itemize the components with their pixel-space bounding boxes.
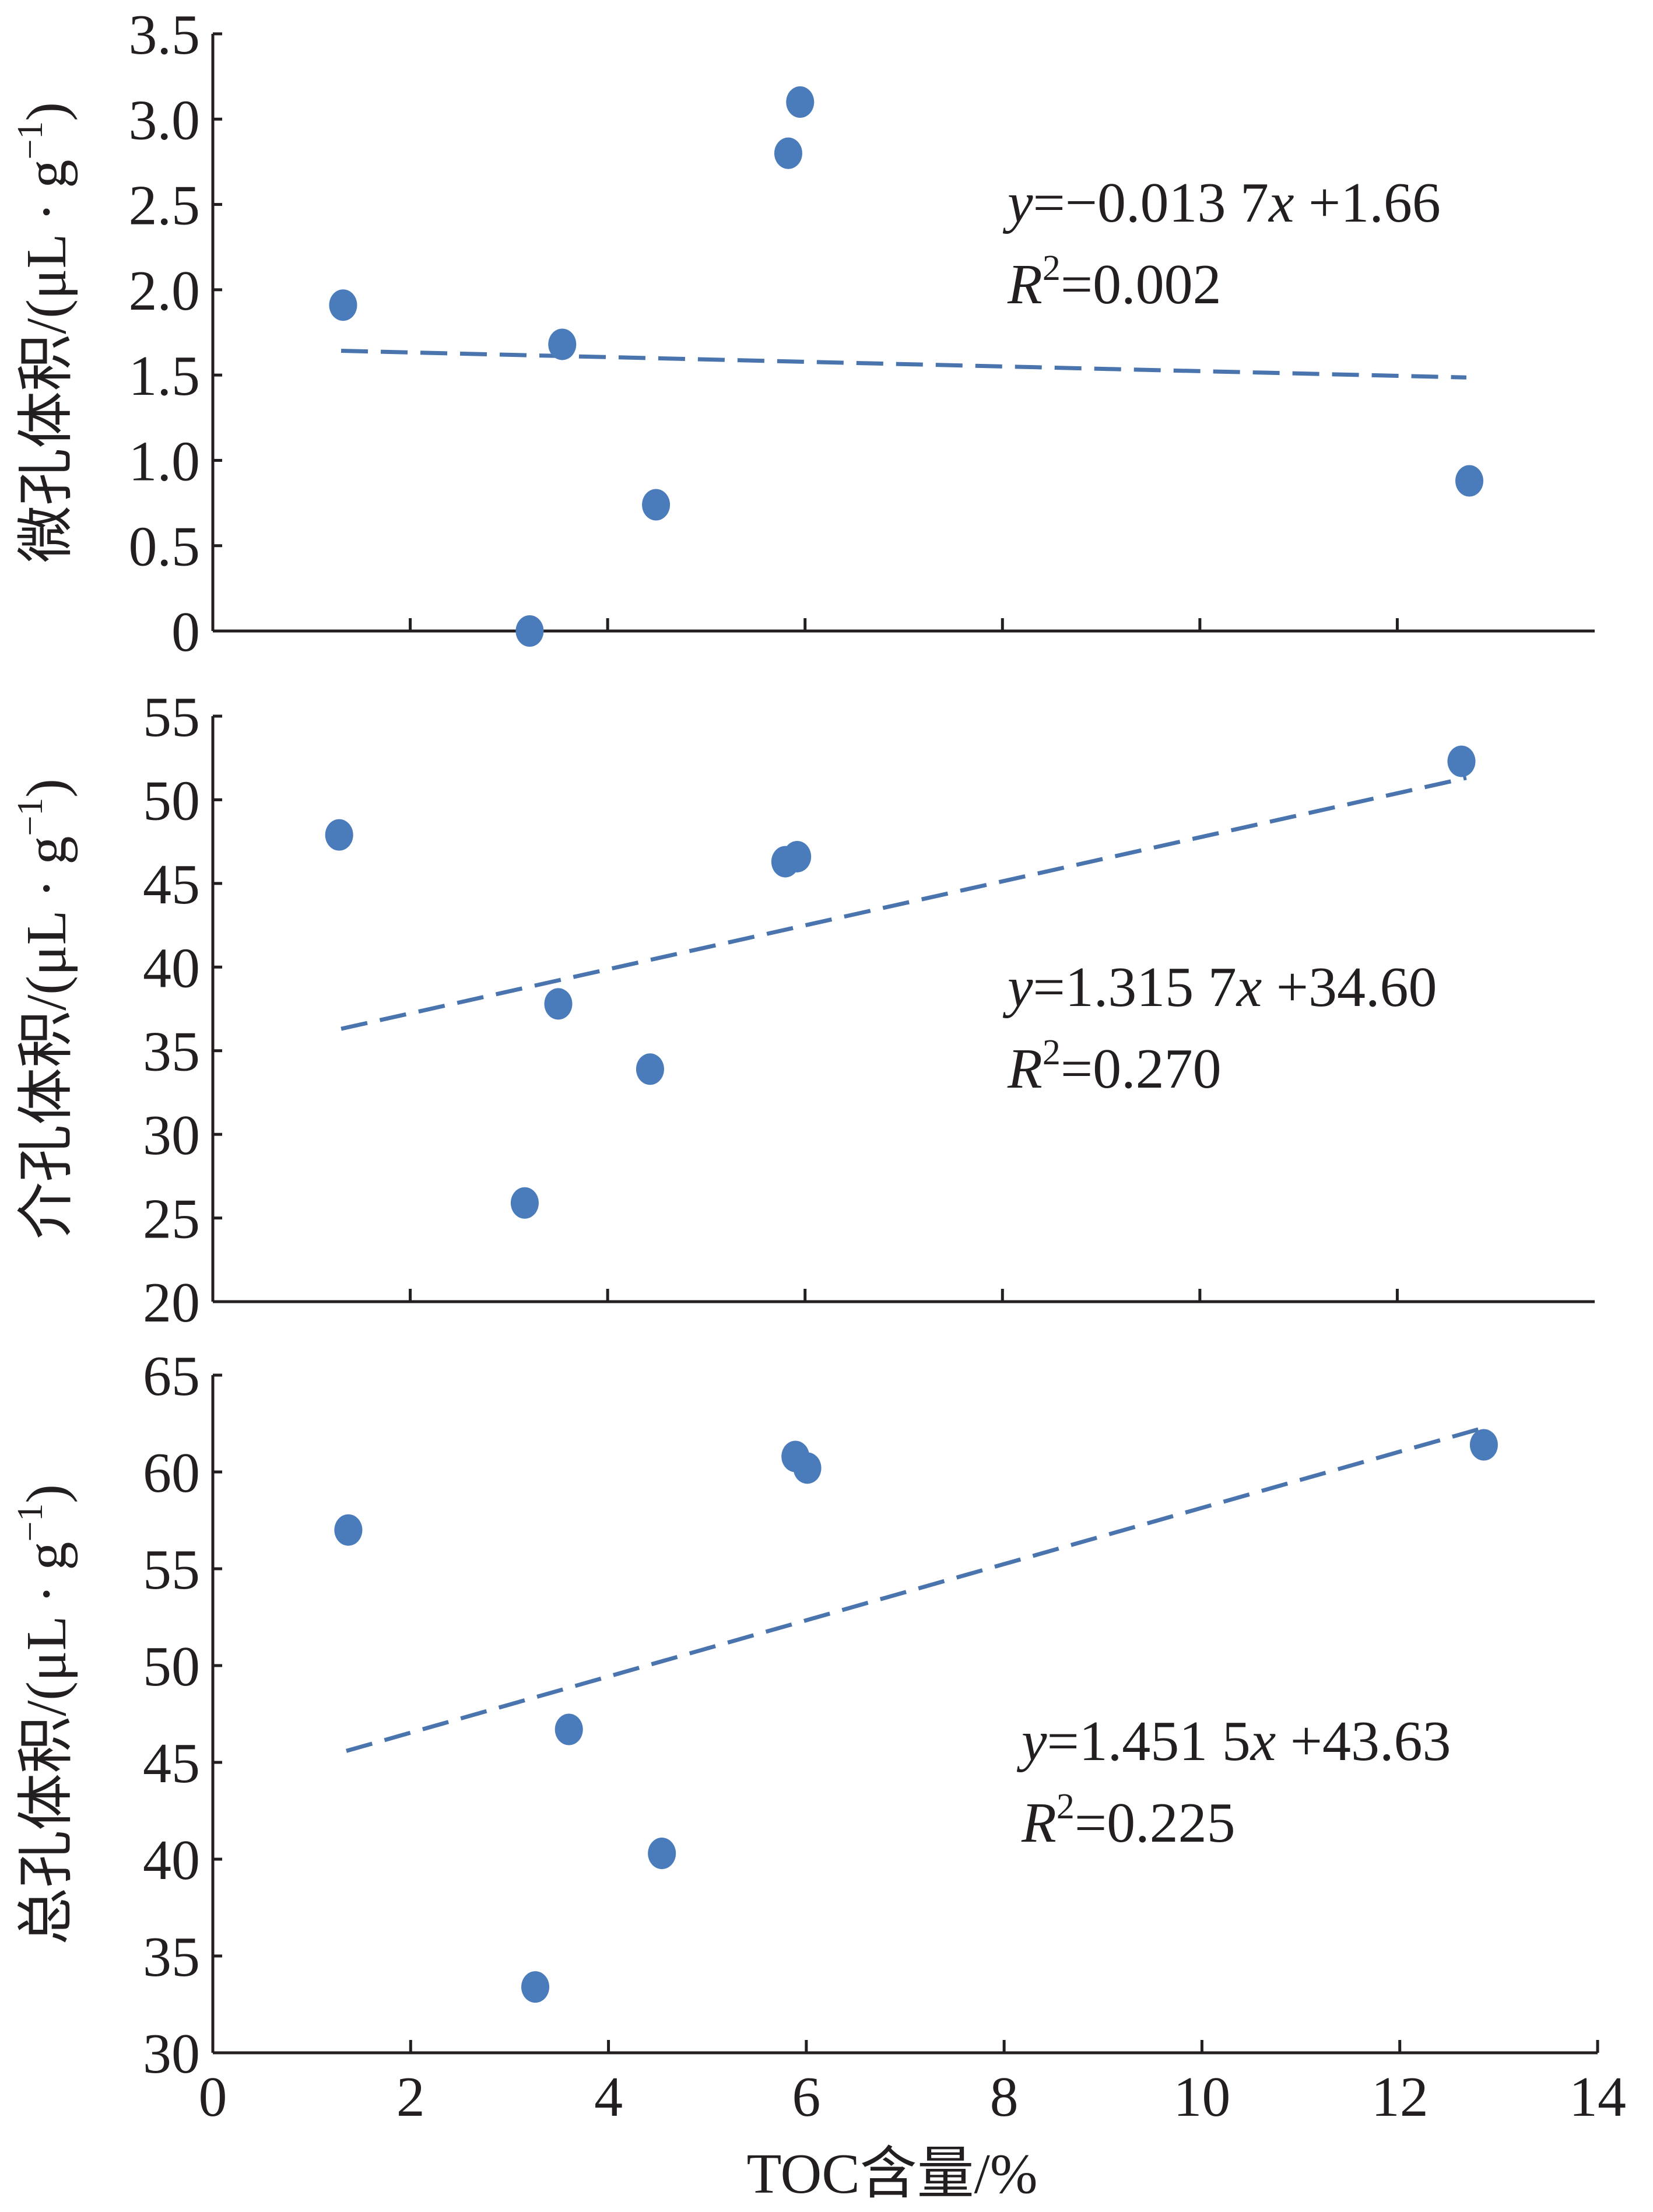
trend-line bbox=[341, 349, 1467, 380]
trend-line bbox=[341, 776, 1467, 1031]
y-tick-label: 20 bbox=[143, 1271, 200, 1334]
data-point bbox=[786, 86, 815, 118]
y-tick-label: 2.5 bbox=[129, 174, 201, 237]
y-axis-label-sup: −1 bbox=[10, 798, 50, 836]
trend-line bbox=[346, 1427, 1480, 1753]
trend-group bbox=[341, 776, 1467, 1031]
data-point bbox=[793, 1452, 822, 1484]
y-tick-label: 30 bbox=[143, 1104, 200, 1167]
data-points bbox=[334, 1429, 1498, 2003]
y-tick-label: 2.0 bbox=[129, 260, 201, 322]
x-tick-label: 8 bbox=[990, 2066, 1019, 2129]
data-point bbox=[648, 1838, 676, 1870]
r-squared: R2=0.270 bbox=[1007, 1033, 1222, 1100]
y-tick-label: 0.5 bbox=[129, 516, 201, 579]
x-tick-label: 10 bbox=[1173, 2066, 1230, 2129]
mesopore-panel: 20 25 30 35 40 45 50 55 介孔体积/(μL · g−1) y=1.315… bbox=[10, 686, 1595, 1334]
y-axis-label-sup: −1 bbox=[10, 1503, 50, 1542]
data-point bbox=[544, 988, 573, 1020]
y-tick-label: 25 bbox=[143, 1188, 200, 1251]
data-point bbox=[554, 1713, 583, 1745]
data-point bbox=[329, 289, 357, 321]
data-point bbox=[1455, 465, 1484, 497]
y-tick-label: 55 bbox=[143, 686, 200, 749]
y-tick-label: 65 bbox=[143, 1345, 200, 1408]
y-axis-label: 微孔体积/(μL · g−1) bbox=[10, 102, 78, 563]
data-point bbox=[515, 615, 544, 647]
y-tick-label: 50 bbox=[143, 1635, 200, 1698]
y-ticks: 30 35 40 45 50 55 60 65 bbox=[143, 1345, 222, 2085]
y-tick-label: 50 bbox=[143, 769, 200, 832]
y-tick-label: 35 bbox=[143, 1021, 200, 1084]
y-ticks: 0 0.5 1.0 1.5 2.0 2.5 3.0 3.5 bbox=[129, 3, 222, 664]
x-ticks: 0 2 4 6 8 10 12 14 bbox=[199, 2040, 1626, 2129]
x-tick-label: 2 bbox=[396, 2066, 425, 2129]
micropore-panel: 0 0.5 1.0 1.5 2.0 2.5 3.0 3.5 微孔体积/(μL · g−1) y… bbox=[10, 3, 1595, 664]
data-point bbox=[642, 489, 671, 521]
y-ticks: 20 25 30 35 40 45 50 55 bbox=[143, 686, 222, 1334]
y-tick-label: 3.5 bbox=[129, 3, 201, 66]
x-tick-label: 4 bbox=[594, 2066, 623, 2129]
x-tick-label: 0 bbox=[199, 2066, 227, 2129]
x-tick-label: 6 bbox=[792, 2066, 820, 2129]
data-point bbox=[521, 1971, 550, 2003]
y-axis-label: 介孔体积/(μL · g−1) bbox=[10, 779, 78, 1239]
y-axis-label-sup: −1 bbox=[10, 121, 50, 160]
total-pore-panel: 30 35 40 45 50 55 60 65 0 2 4 6 8 10 12 14 总孔体积/(μL · … bbox=[10, 1345, 1626, 2206]
y-tick-label: 1.0 bbox=[129, 430, 201, 493]
data-points bbox=[325, 745, 1476, 1219]
x-ticks bbox=[409, 618, 1399, 631]
x-ticks bbox=[409, 1289, 1399, 1302]
data-point bbox=[1469, 1429, 1498, 1461]
regression-equation: y=1.451 5x +43.63 bbox=[1016, 1710, 1451, 1773]
y-tick-label: 45 bbox=[143, 853, 200, 916]
data-point bbox=[636, 1053, 664, 1085]
y-tick-label: 0 bbox=[171, 601, 200, 664]
y-tick-label: 35 bbox=[143, 1926, 200, 1989]
y-tick-label: 55 bbox=[143, 1538, 200, 1601]
y-tick-label: 30 bbox=[143, 2022, 200, 2085]
regression-equation: y=1.315 7x +34.60 bbox=[1002, 956, 1437, 1019]
y-tick-label: 1.5 bbox=[129, 345, 201, 408]
y-tick-label: 45 bbox=[143, 1732, 200, 1795]
data-point bbox=[783, 840, 812, 872]
y-axis-label: 总孔体积/(μL · g−1) bbox=[10, 1484, 78, 1945]
trend-group bbox=[341, 349, 1467, 380]
trend-group bbox=[346, 1427, 1480, 1753]
data-point bbox=[1447, 745, 1476, 777]
data-point bbox=[774, 137, 802, 169]
y-tick-label: 40 bbox=[143, 1829, 200, 1892]
x-tick-label: 12 bbox=[1371, 2066, 1429, 2129]
x-tick-label: 14 bbox=[1569, 2066, 1626, 2129]
regression-equation: y=−0.013 7x +1.66 bbox=[1002, 171, 1441, 234]
r-squared: R2=0.225 bbox=[1021, 1787, 1236, 1855]
data-point bbox=[510, 1187, 539, 1219]
data-point bbox=[548, 328, 577, 360]
y-tick-label: 3.0 bbox=[129, 89, 201, 152]
x-axis-label: TOC含量/% bbox=[746, 2143, 1037, 2206]
data-points bbox=[329, 86, 1484, 647]
data-point bbox=[325, 819, 353, 851]
y-tick-label: 60 bbox=[143, 1442, 200, 1505]
r-squared: R2=0.002 bbox=[1007, 248, 1222, 316]
y-tick-label: 40 bbox=[143, 937, 200, 1000]
data-point bbox=[334, 1514, 363, 1546]
